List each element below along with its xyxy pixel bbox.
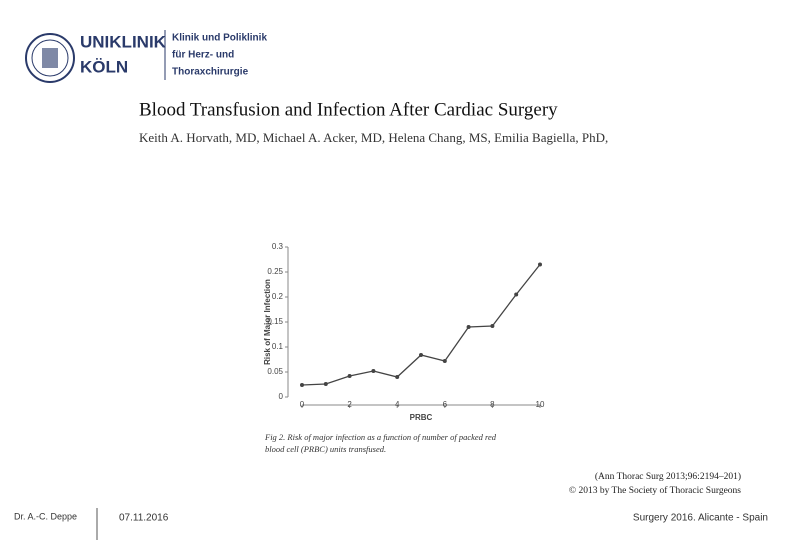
y-tick-label: 0.1 bbox=[272, 342, 284, 351]
data-point bbox=[442, 359, 447, 363]
data-point bbox=[347, 374, 352, 378]
x-tick-label: 0 bbox=[300, 400, 305, 409]
data-point bbox=[490, 324, 495, 328]
data-point bbox=[371, 369, 376, 373]
citation: (Ann Thorac Surg 2013;96:2194–201) bbox=[595, 471, 741, 482]
x-tick-label: 10 bbox=[536, 400, 545, 409]
y-tick-label: 0.2 bbox=[272, 292, 284, 301]
data-point bbox=[323, 382, 328, 386]
caption: blood cell (PRBC) units transfused. bbox=[265, 444, 386, 454]
x-tick-label: 2 bbox=[347, 400, 352, 409]
y-tick-label: 0.3 bbox=[272, 242, 284, 251]
x-tick-label: 6 bbox=[443, 400, 448, 409]
footer-author: Dr. A.-C. Deppe bbox=[14, 511, 77, 521]
data-point bbox=[395, 375, 400, 379]
y-tick-label: 0.25 bbox=[267, 267, 283, 276]
footer-date: 07.11.2016 bbox=[119, 513, 169, 524]
x-axis-label: PRBC bbox=[410, 413, 433, 422]
x-tick-label: 4 bbox=[395, 400, 400, 409]
paper-authors: Keith A. Horvath, MD, Michael A. Acker, … bbox=[139, 130, 608, 145]
department: Thoraxchirurgie bbox=[172, 67, 249, 78]
data-point bbox=[419, 353, 423, 357]
y-tick-label: 0.15 bbox=[267, 317, 283, 326]
caption: Fig 2. Risk of major infection as a func… bbox=[264, 432, 497, 442]
logo-seal bbox=[25, 33, 75, 83]
data-point bbox=[466, 325, 471, 329]
y-tick-label: 0.05 bbox=[267, 367, 283, 376]
y-axis-label: Risk of Major Infection bbox=[263, 279, 272, 365]
paper-title: Blood Transfusion and Infection After Ca… bbox=[139, 99, 558, 120]
brand: KÖLN bbox=[80, 57, 128, 76]
data-point bbox=[300, 383, 304, 387]
x-tick-label: 8 bbox=[490, 400, 495, 409]
data-point bbox=[514, 292, 519, 297]
data-point bbox=[538, 262, 542, 267]
department: Klinik und Poliklinik bbox=[172, 33, 267, 44]
citation: © 2013 by The Society of Thoracic Surgeo… bbox=[569, 485, 741, 496]
brand: UNIKLINIK bbox=[80, 32, 167, 51]
chart: 0 0.05 0.1 0.15 0.2 0.25 0.3 0 2 4 6 8 10 PRBC Risk of… bbox=[263, 242, 545, 422]
y-tick-label: 0 bbox=[279, 392, 284, 401]
department: für Herz- und bbox=[172, 50, 234, 61]
footer-event: Surgery 2016. Alicante - Spain bbox=[633, 513, 768, 524]
